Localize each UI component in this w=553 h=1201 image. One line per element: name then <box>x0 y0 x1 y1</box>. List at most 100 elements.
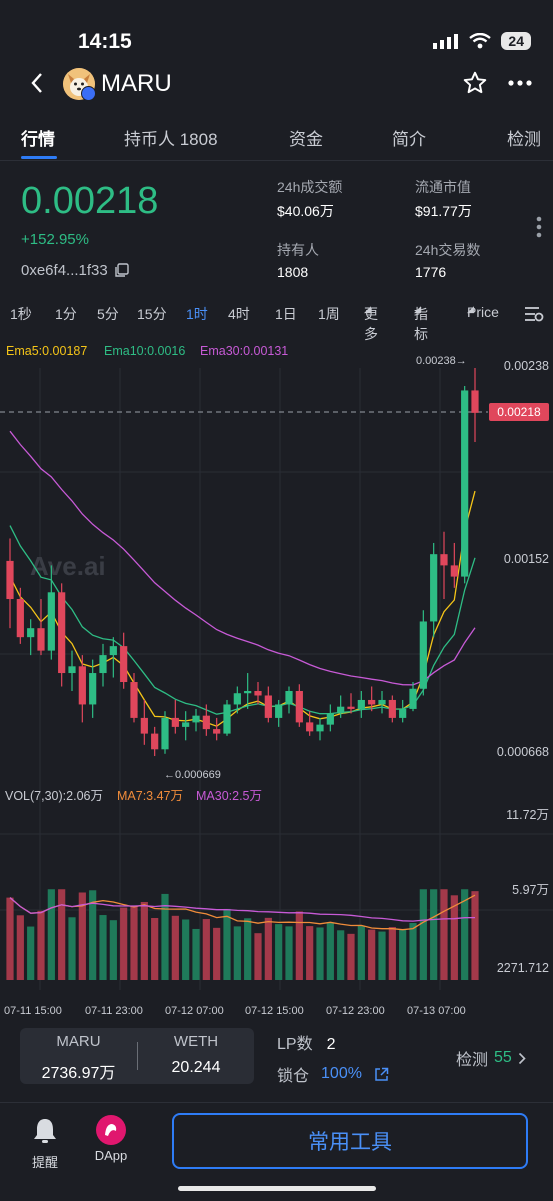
alert-label: 提醒 <box>31 1155 58 1170</box>
price-axis-high: 0.00238 <box>504 359 549 373</box>
interval-1w[interactable]: 1周 <box>318 306 340 322</box>
volume-bar <box>140 901 148 980</box>
volume-bar <box>275 924 283 980</box>
time-tick: 07-12 23:00 <box>326 1005 385 1017</box>
volume-bar <box>419 889 427 980</box>
status-time: 14:15 <box>78 30 132 53</box>
dropdown-triangle-icon: ◢ <box>364 304 371 314</box>
volume-bar <box>120 907 128 980</box>
volume-bar <box>316 927 324 980</box>
star-icon[interactable] <box>462 70 488 96</box>
divider <box>137 1042 138 1070</box>
interval-bar: 1秒 1分 5分 15分 1时 4时 1日 1周 更多 ◢ 指标 ◢ Price ◢ <box>0 304 553 342</box>
dropdown-triangle-icon: ◢ <box>467 304 474 314</box>
current-price: 0.00218 <box>21 180 159 222</box>
check-score[interactable]: 检测 55 <box>456 1046 526 1070</box>
tab-market[interactable]: 行情 <box>21 130 55 149</box>
token0-symbol: MARU <box>56 1033 101 1050</box>
price-label: Price <box>467 304 499 320</box>
stat-value: 1808 <box>277 264 309 280</box>
nav-bar: MARU <box>0 64 553 104</box>
interval-1h[interactable]: 1时 <box>186 306 208 322</box>
volume-bar <box>223 908 231 980</box>
volume-bar <box>6 897 14 980</box>
volume-bar <box>213 927 221 980</box>
interval-1m[interactable]: 1分 <box>55 306 77 322</box>
volume-bar <box>357 925 365 980</box>
vol-axis-mid: 5.97万 <box>512 883 549 897</box>
copy-icon[interactable] <box>114 263 129 278</box>
alert-button[interactable]: 提醒 <box>28 1117 62 1171</box>
volume-bar <box>78 892 86 980</box>
kline-chart[interactable]: Ave.ai Ema5:0.00187 Ema10:0.0016 Ema30:0… <box>0 340 553 1020</box>
chain-badge-icon <box>81 86 96 101</box>
candle-body <box>357 699 365 709</box>
interval-1d[interactable]: 1日 <box>275 306 297 322</box>
token0-amount: 2736.97万 <box>41 1065 116 1082</box>
candle-body <box>244 690 252 694</box>
volume-bar <box>202 919 210 980</box>
candle-body <box>275 704 283 718</box>
interval-15m[interactable]: 15分 <box>137 306 167 322</box>
volume-bar <box>192 928 200 980</box>
interval-5m[interactable]: 5分 <box>97 306 119 322</box>
vol-axis-low: 2271.712 <box>497 961 549 975</box>
interval-4h[interactable]: 4时 <box>228 306 250 322</box>
candle-body <box>285 690 293 705</box>
more-icon[interactable] <box>508 80 532 86</box>
time-tick: 07-12 07:00 <box>165 1005 224 1017</box>
common-tools-button[interactable]: 常用工具 <box>172 1113 528 1169</box>
candle-body <box>68 666 76 674</box>
volume-bar <box>430 889 438 980</box>
candle-body <box>37 628 45 651</box>
volume-bar <box>337 930 345 980</box>
bottom-toolbar: 提醒 DApp 常用工具 <box>0 1102 553 1201</box>
vol-ma7-label: MA7:3.47万 <box>117 789 183 803</box>
candle-body <box>47 592 55 651</box>
candle-body <box>182 722 190 727</box>
vertical-more-icon[interactable] <box>536 216 542 238</box>
candle-body <box>450 565 458 577</box>
indicator-label: 指标 <box>414 306 428 342</box>
volume-bar <box>378 931 386 980</box>
time-tick: 07-13 07:00 <box>407 1005 466 1017</box>
lock-info[interactable]: 锁仓 100% <box>277 1062 389 1086</box>
candle-body <box>16 599 24 638</box>
stat-value: $91.77万 <box>415 203 472 219</box>
tab-holders[interactable]: 持币人 1808 <box>124 130 218 149</box>
time-tick: 07-12 15:00 <box>245 1005 304 1017</box>
candle-body <box>378 699 386 705</box>
dapp-button[interactable]: DApp <box>88 1115 134 1163</box>
contract-address[interactable]: 0xe6f4...1f33 <box>21 262 129 279</box>
volume-bar <box>399 929 407 980</box>
tab-check[interactable]: 检测 <box>507 130 541 149</box>
volume-bar <box>440 889 448 980</box>
volume-bar <box>285 926 293 980</box>
stat-label: 流通市值 <box>415 179 471 195</box>
volume-bar <box>450 895 458 980</box>
time-tick: 07-11 15:00 <box>4 1005 62 1017</box>
current-price-tag <box>489 403 549 421</box>
candle-body <box>27 628 35 638</box>
volume-bar <box>326 922 334 980</box>
chart-settings-icon[interactable] <box>524 305 544 323</box>
candle-body <box>233 693 241 705</box>
candle-body <box>99 655 107 674</box>
tab-intro[interactable]: 简介 <box>392 130 426 149</box>
volume-bar <box>68 917 76 980</box>
stat-holders: 持有人 1808 <box>277 240 319 280</box>
volume-bar <box>109 920 117 980</box>
back-arrow-icon[interactable] <box>30 72 44 94</box>
stat-value: $40.06万 <box>277 203 334 219</box>
interval-1s[interactable]: 1秒 <box>10 306 32 322</box>
dapp-label: DApp <box>94 1148 128 1163</box>
candle-body <box>316 724 324 732</box>
ema-line <box>9 525 476 715</box>
candle-body <box>78 666 86 705</box>
external-link-icon[interactable] <box>374 1067 389 1082</box>
candle-body <box>140 717 148 734</box>
battery-indicator: 24 <box>501 32 531 50</box>
volume-bar <box>182 919 190 980</box>
tab-funds[interactable]: 资金 <box>289 130 323 149</box>
stat-label: 24h成交额 <box>277 179 343 195</box>
